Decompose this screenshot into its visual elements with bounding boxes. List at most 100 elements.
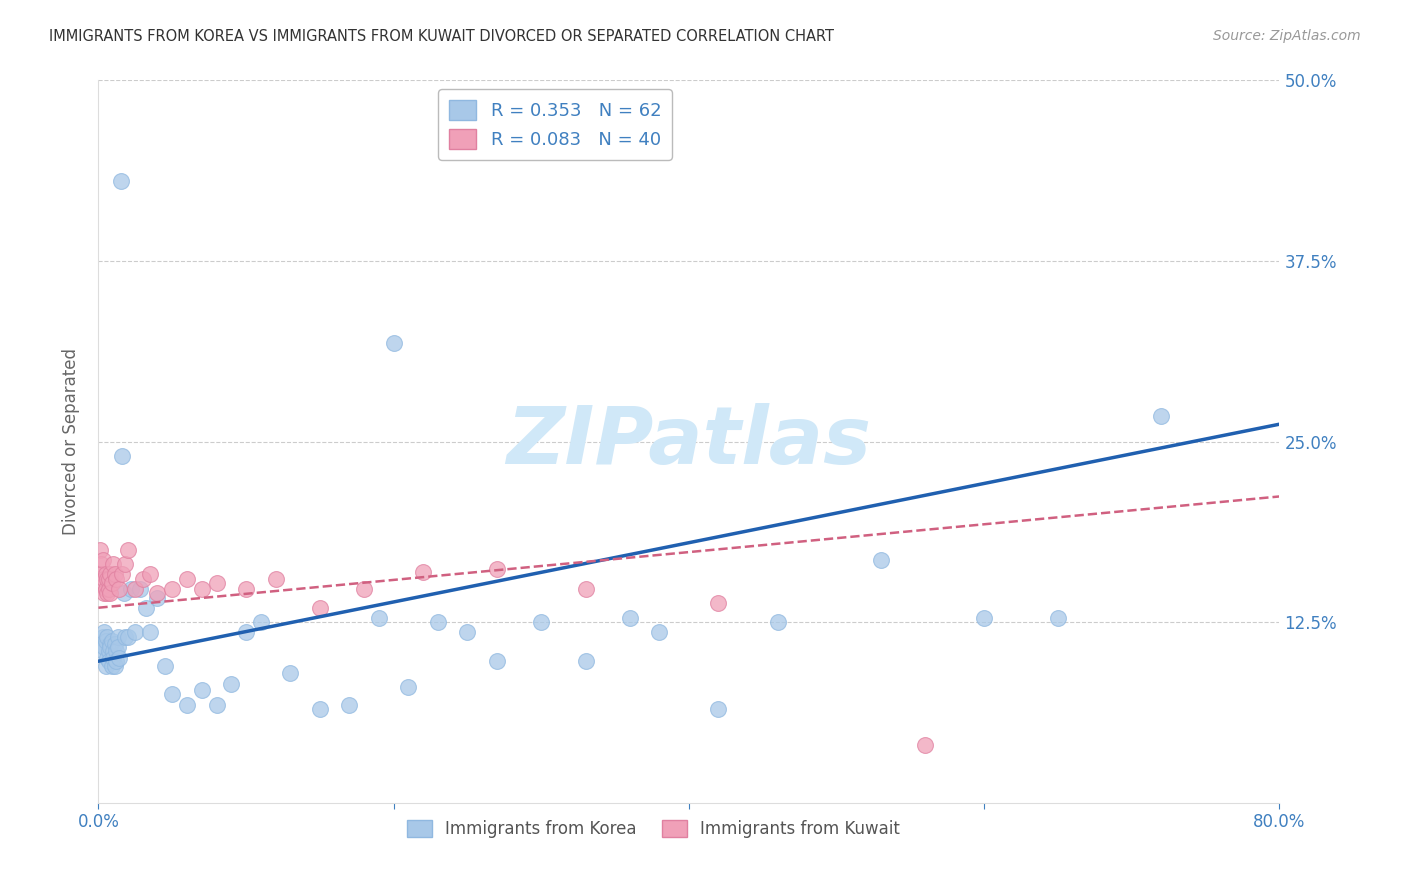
Point <box>139 625 162 640</box>
Point <box>114 630 136 644</box>
Point <box>117 630 139 644</box>
Point <box>132 572 155 586</box>
Point <box>94 658 117 673</box>
Point <box>104 567 127 582</box>
Point <box>146 591 169 605</box>
Point <box>235 625 257 640</box>
Point <box>382 336 405 351</box>
Point <box>486 562 509 576</box>
Point <box>648 625 671 640</box>
Point <box>124 582 146 596</box>
Point <box>205 698 228 712</box>
Point <box>105 644 128 658</box>
Point <box>870 553 893 567</box>
Point <box>146 586 169 600</box>
Point <box>91 630 114 644</box>
Point <box>486 654 509 668</box>
Point <box>108 651 131 665</box>
Point <box>264 572 287 586</box>
Text: IMMIGRANTS FROM KOREA VS IMMIGRANTS FROM KUWAIT DIVORCED OR SEPARATED CORRELATIO: IMMIGRANTS FROM KOREA VS IMMIGRANTS FROM… <box>49 29 834 44</box>
Point <box>191 582 214 596</box>
Point <box>91 644 114 658</box>
Point <box>619 611 641 625</box>
Point <box>100 658 122 673</box>
Point <box>97 582 120 596</box>
Point <box>191 683 214 698</box>
Point <box>111 567 134 582</box>
Point <box>135 600 157 615</box>
Point <box>93 572 115 586</box>
Point <box>94 582 117 596</box>
Point <box>96 572 118 586</box>
Point <box>97 654 120 668</box>
Point <box>176 698 198 712</box>
Point <box>368 611 391 625</box>
Point <box>427 615 450 630</box>
Point <box>914 738 936 752</box>
Point <box>353 582 375 596</box>
Point <box>973 611 995 625</box>
Point <box>235 582 257 596</box>
Point <box>98 637 121 651</box>
Point <box>111 449 134 463</box>
Point <box>90 637 112 651</box>
Point <box>707 596 730 610</box>
Point <box>105 654 128 668</box>
Point <box>103 558 125 572</box>
Point <box>91 553 114 567</box>
Point <box>120 582 142 596</box>
Point <box>108 582 131 596</box>
Legend: Immigrants from Korea, Immigrants from Kuwait: Immigrants from Korea, Immigrants from K… <box>401 814 907 845</box>
Point <box>103 651 125 665</box>
Point <box>1150 409 1173 423</box>
Point <box>93 625 115 640</box>
Point <box>153 658 176 673</box>
Point <box>96 586 118 600</box>
Point <box>103 644 125 658</box>
Point <box>104 658 127 673</box>
Point <box>280 665 302 680</box>
Point <box>96 630 118 644</box>
Point <box>90 567 112 582</box>
Point <box>250 615 273 630</box>
Point <box>93 586 115 600</box>
Point <box>309 600 332 615</box>
Point <box>128 582 150 596</box>
Point <box>107 630 129 644</box>
Point <box>339 698 361 712</box>
Point <box>176 572 198 586</box>
Point <box>114 558 136 572</box>
Point <box>98 640 121 654</box>
Point <box>100 634 122 648</box>
Point <box>104 637 127 651</box>
Point <box>398 680 420 694</box>
Point <box>96 651 118 665</box>
Point <box>110 174 132 188</box>
Point <box>412 565 434 579</box>
Point <box>707 702 730 716</box>
Point <box>162 582 183 596</box>
Y-axis label: Divorced or Separated: Divorced or Separated <box>62 348 80 535</box>
Point <box>766 615 789 630</box>
Point <box>205 576 228 591</box>
Point <box>93 640 115 654</box>
Point <box>89 542 111 557</box>
Point <box>97 644 120 658</box>
Point <box>124 625 146 640</box>
Point <box>309 702 332 716</box>
Point <box>98 586 121 600</box>
Text: ZIPatlas: ZIPatlas <box>506 402 872 481</box>
Point <box>139 567 162 582</box>
Point <box>575 582 598 596</box>
Point <box>162 687 183 701</box>
Point <box>117 542 139 557</box>
Point <box>1046 611 1070 625</box>
Point <box>98 567 121 582</box>
Point <box>91 579 114 593</box>
Point <box>97 572 120 586</box>
Point <box>530 615 553 630</box>
Point <box>221 677 243 691</box>
Point <box>94 634 117 648</box>
Text: Source: ZipAtlas.com: Source: ZipAtlas.com <box>1213 29 1361 43</box>
Point <box>112 586 135 600</box>
